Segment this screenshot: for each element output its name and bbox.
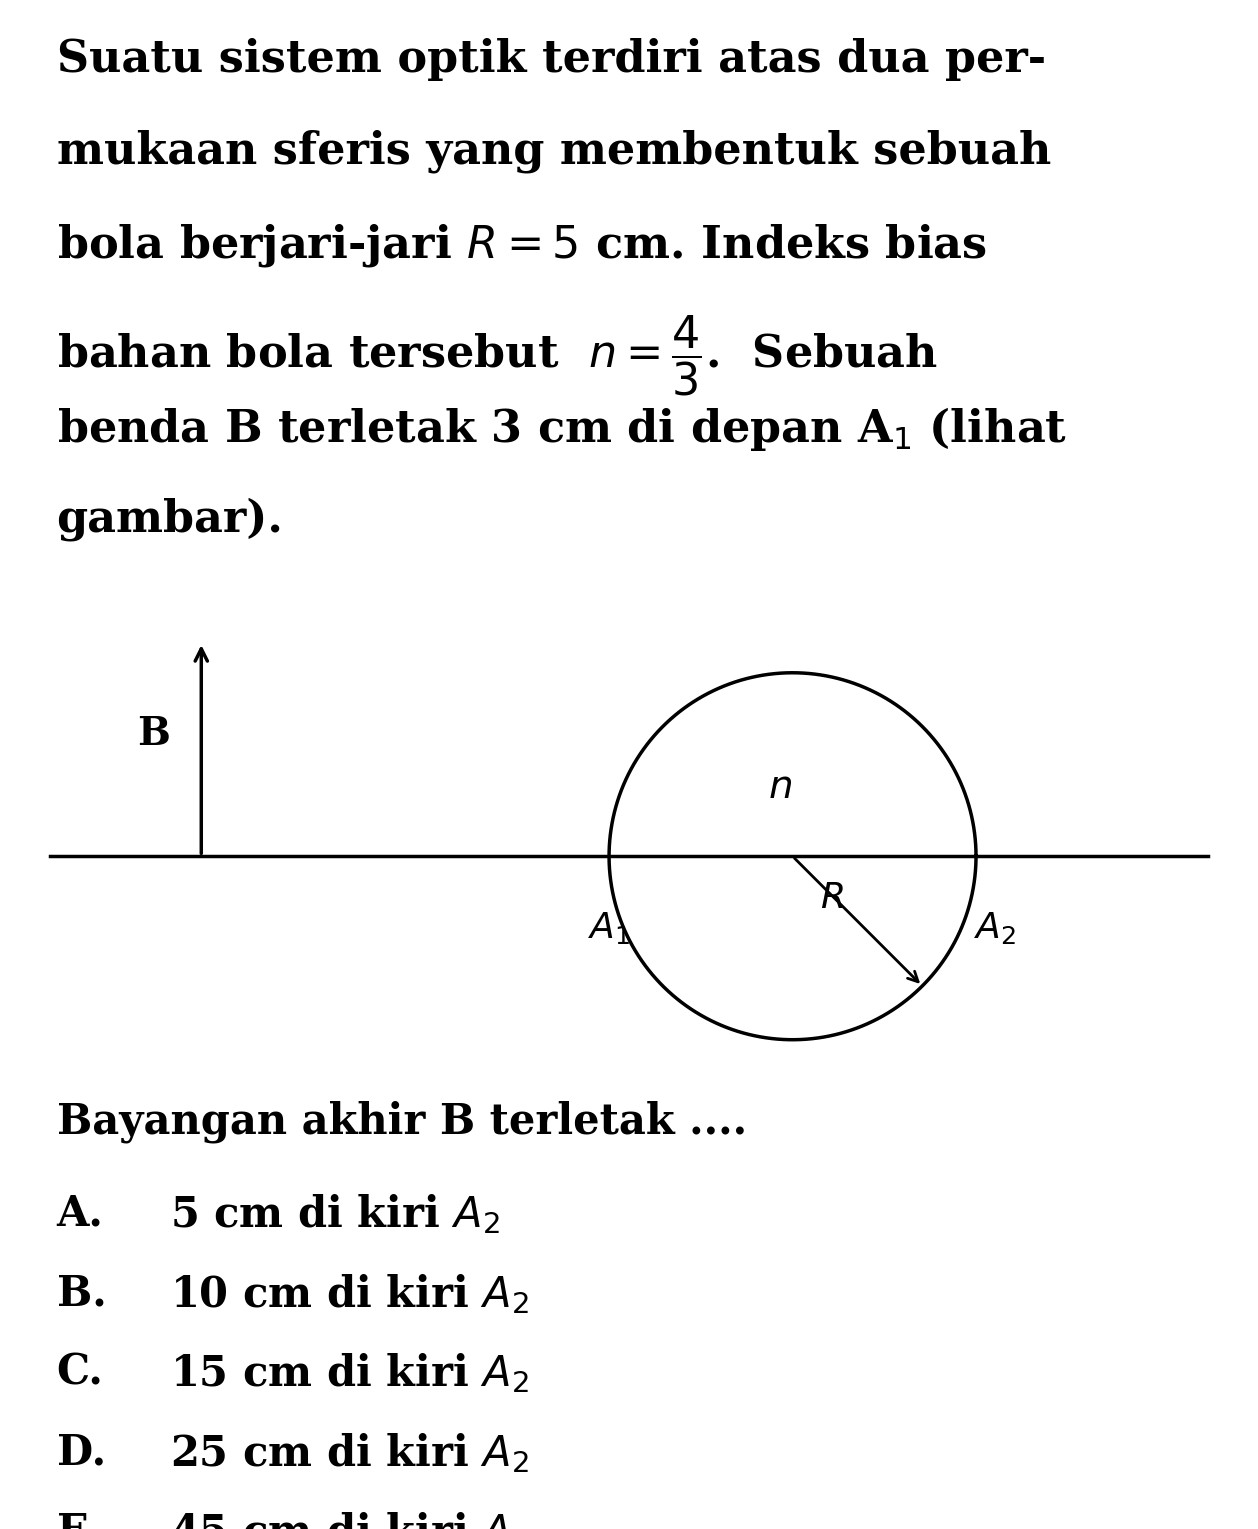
Text: C.: C. xyxy=(57,1352,103,1393)
Text: gambar).: gambar). xyxy=(57,497,283,541)
Text: 15 cm di kiri $A_2$: 15 cm di kiri $A_2$ xyxy=(170,1352,528,1396)
Text: Bayangan akhir B terletak ....: Bayangan akhir B terletak .... xyxy=(57,1101,747,1144)
Text: 10 cm di kiri $A_2$: 10 cm di kiri $A_2$ xyxy=(170,1272,528,1316)
Text: 45 cm di kiri $A_2$: 45 cm di kiri $A_2$ xyxy=(170,1511,528,1529)
Text: B.: B. xyxy=(57,1272,107,1313)
Text: 5 cm di kiri $A_2$: 5 cm di kiri $A_2$ xyxy=(170,1193,499,1237)
Text: E.: E. xyxy=(57,1511,103,1529)
Text: bola berjari-jari $R = 5$ cm. Indeks bias: bola berjari-jari $R = 5$ cm. Indeks bia… xyxy=(57,222,986,269)
Text: D.: D. xyxy=(57,1431,106,1472)
Text: $A_2$: $A_2$ xyxy=(974,910,1016,946)
Text: 25 cm di kiri $A_2$: 25 cm di kiri $A_2$ xyxy=(170,1431,528,1475)
Text: benda B terletak 3 cm di depan A$_1$ (lihat: benda B terletak 3 cm di depan A$_1$ (li… xyxy=(57,405,1067,453)
Text: $n$: $n$ xyxy=(767,769,793,806)
Text: $R$: $R$ xyxy=(820,881,844,916)
Text: A.: A. xyxy=(57,1193,103,1234)
Text: Suatu sistem optik terdiri atas dua per-: Suatu sistem optik terdiri atas dua per- xyxy=(57,38,1045,81)
Text: $A_1$: $A_1$ xyxy=(587,910,630,946)
Text: mukaan sferis yang membentuk sebuah: mukaan sferis yang membentuk sebuah xyxy=(57,130,1050,173)
Text: B: B xyxy=(137,716,170,752)
Text: bahan bola tersebut  $n = \dfrac{4}{3}$.  Sebuah: bahan bola tersebut $n = \dfrac{4}{3}$. … xyxy=(57,313,937,399)
